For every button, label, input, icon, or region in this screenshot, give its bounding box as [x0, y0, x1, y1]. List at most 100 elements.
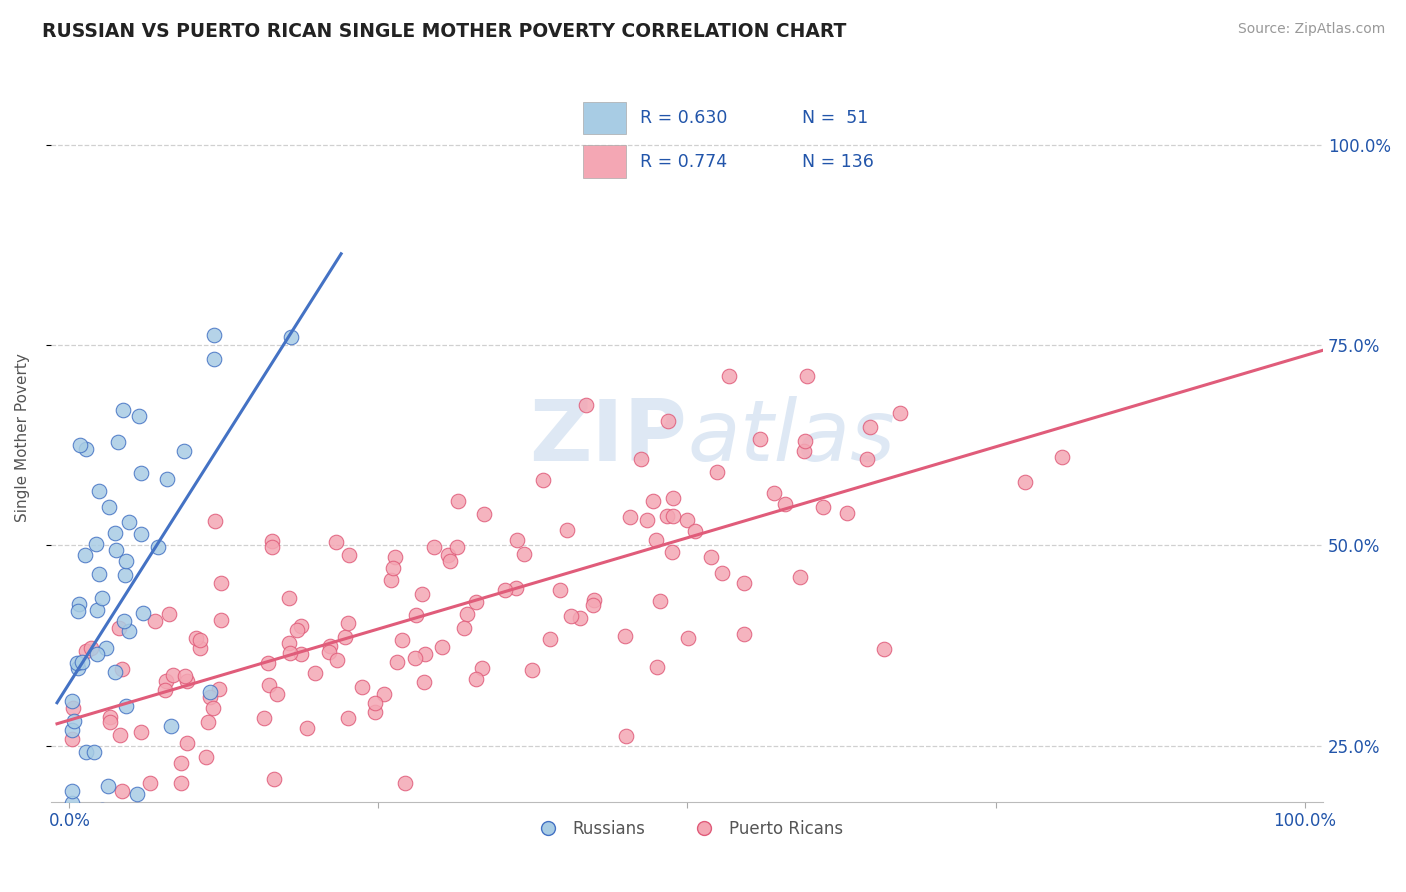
Point: [505, 581, 527, 595]
Point: [813, 500, 835, 514]
Point: [796, 368, 818, 383]
Point: [202, 701, 225, 715]
Point: [290, 647, 312, 661]
Point: [412, 674, 434, 689]
Point: [72, 655, 94, 669]
Point: [506, 533, 529, 548]
Point: [512, 547, 534, 561]
Point: [97, 500, 120, 514]
Point: [96, 803, 118, 817]
Point: [1014, 475, 1036, 489]
Point: [60, 796, 83, 810]
Point: [456, 607, 478, 621]
Point: [661, 509, 683, 524]
Point: [319, 640, 342, 654]
Point: [295, 721, 318, 735]
Point: [98, 709, 121, 723]
Point: [91, 591, 114, 605]
Point: [262, 533, 284, 548]
Point: [645, 533, 668, 547]
Point: [364, 696, 387, 710]
Point: [104, 542, 127, 557]
Point: [394, 776, 416, 790]
Point: [550, 583, 572, 598]
Text: RUSSIAN VS PUERTO RICAN SINGLE MOTHER POVERTY CORRELATION CHART: RUSSIAN VS PUERTO RICAN SINGLE MOTHER PO…: [42, 22, 846, 41]
Point: [111, 403, 134, 417]
Point: [195, 750, 218, 764]
Point: [873, 641, 896, 656]
Text: ZIP: ZIP: [529, 396, 688, 479]
Point: [471, 661, 494, 675]
Point: [104, 526, 127, 541]
Point: [60, 784, 83, 798]
Point: [98, 714, 121, 729]
Point: [413, 647, 436, 661]
Point: [1050, 450, 1073, 464]
Point: [63, 714, 86, 728]
Point: [202, 328, 225, 343]
Point: [520, 663, 543, 677]
Point: [62, 701, 84, 715]
Point: [290, 619, 312, 633]
Point: [159, 719, 181, 733]
Point: [453, 621, 475, 635]
Point: [97, 779, 120, 793]
Point: [325, 534, 347, 549]
Point: [793, 444, 815, 458]
Point: [114, 568, 136, 582]
Point: [257, 678, 280, 692]
Point: [574, 398, 596, 412]
Point: [630, 451, 652, 466]
Point: [380, 573, 402, 587]
Point: [170, 776, 193, 790]
Point: [835, 506, 858, 520]
Point: [112, 614, 135, 628]
Point: [118, 624, 141, 638]
Point: [789, 570, 811, 584]
Point: [198, 685, 221, 699]
Point: [446, 540, 468, 554]
Point: [60, 723, 83, 738]
Point: [75, 745, 97, 759]
Point: [700, 550, 723, 565]
Point: [87, 483, 110, 498]
Point: [494, 583, 516, 598]
Point: [464, 595, 486, 609]
Point: [432, 640, 454, 655]
Point: [711, 566, 734, 581]
Point: [889, 406, 911, 420]
Point: [174, 668, 197, 682]
Point: [749, 432, 772, 446]
Point: [582, 593, 605, 607]
Point: [260, 540, 283, 554]
Point: [75, 644, 97, 658]
Point: [405, 607, 427, 622]
Point: [162, 667, 184, 681]
Point: [83, 745, 105, 759]
Point: [650, 593, 672, 607]
Point: [84, 536, 107, 550]
Point: [198, 690, 221, 704]
Point: [145, 615, 167, 629]
Point: [285, 623, 308, 637]
Point: [148, 541, 170, 555]
Point: [89, 566, 111, 581]
Point: [560, 608, 582, 623]
Point: [391, 632, 413, 647]
Point: [384, 550, 406, 565]
Point: [676, 512, 699, 526]
Point: [108, 728, 131, 742]
Point: [277, 591, 299, 605]
Point: [437, 548, 460, 562]
Point: [60, 694, 83, 708]
Point: [67, 661, 90, 675]
Point: [186, 631, 208, 645]
Point: [266, 687, 288, 701]
Point: [209, 613, 232, 627]
Point: [465, 673, 488, 687]
Point: [859, 420, 882, 434]
Point: [336, 711, 359, 725]
Point: [157, 607, 180, 621]
Point: [257, 656, 280, 670]
Point: [636, 513, 658, 527]
